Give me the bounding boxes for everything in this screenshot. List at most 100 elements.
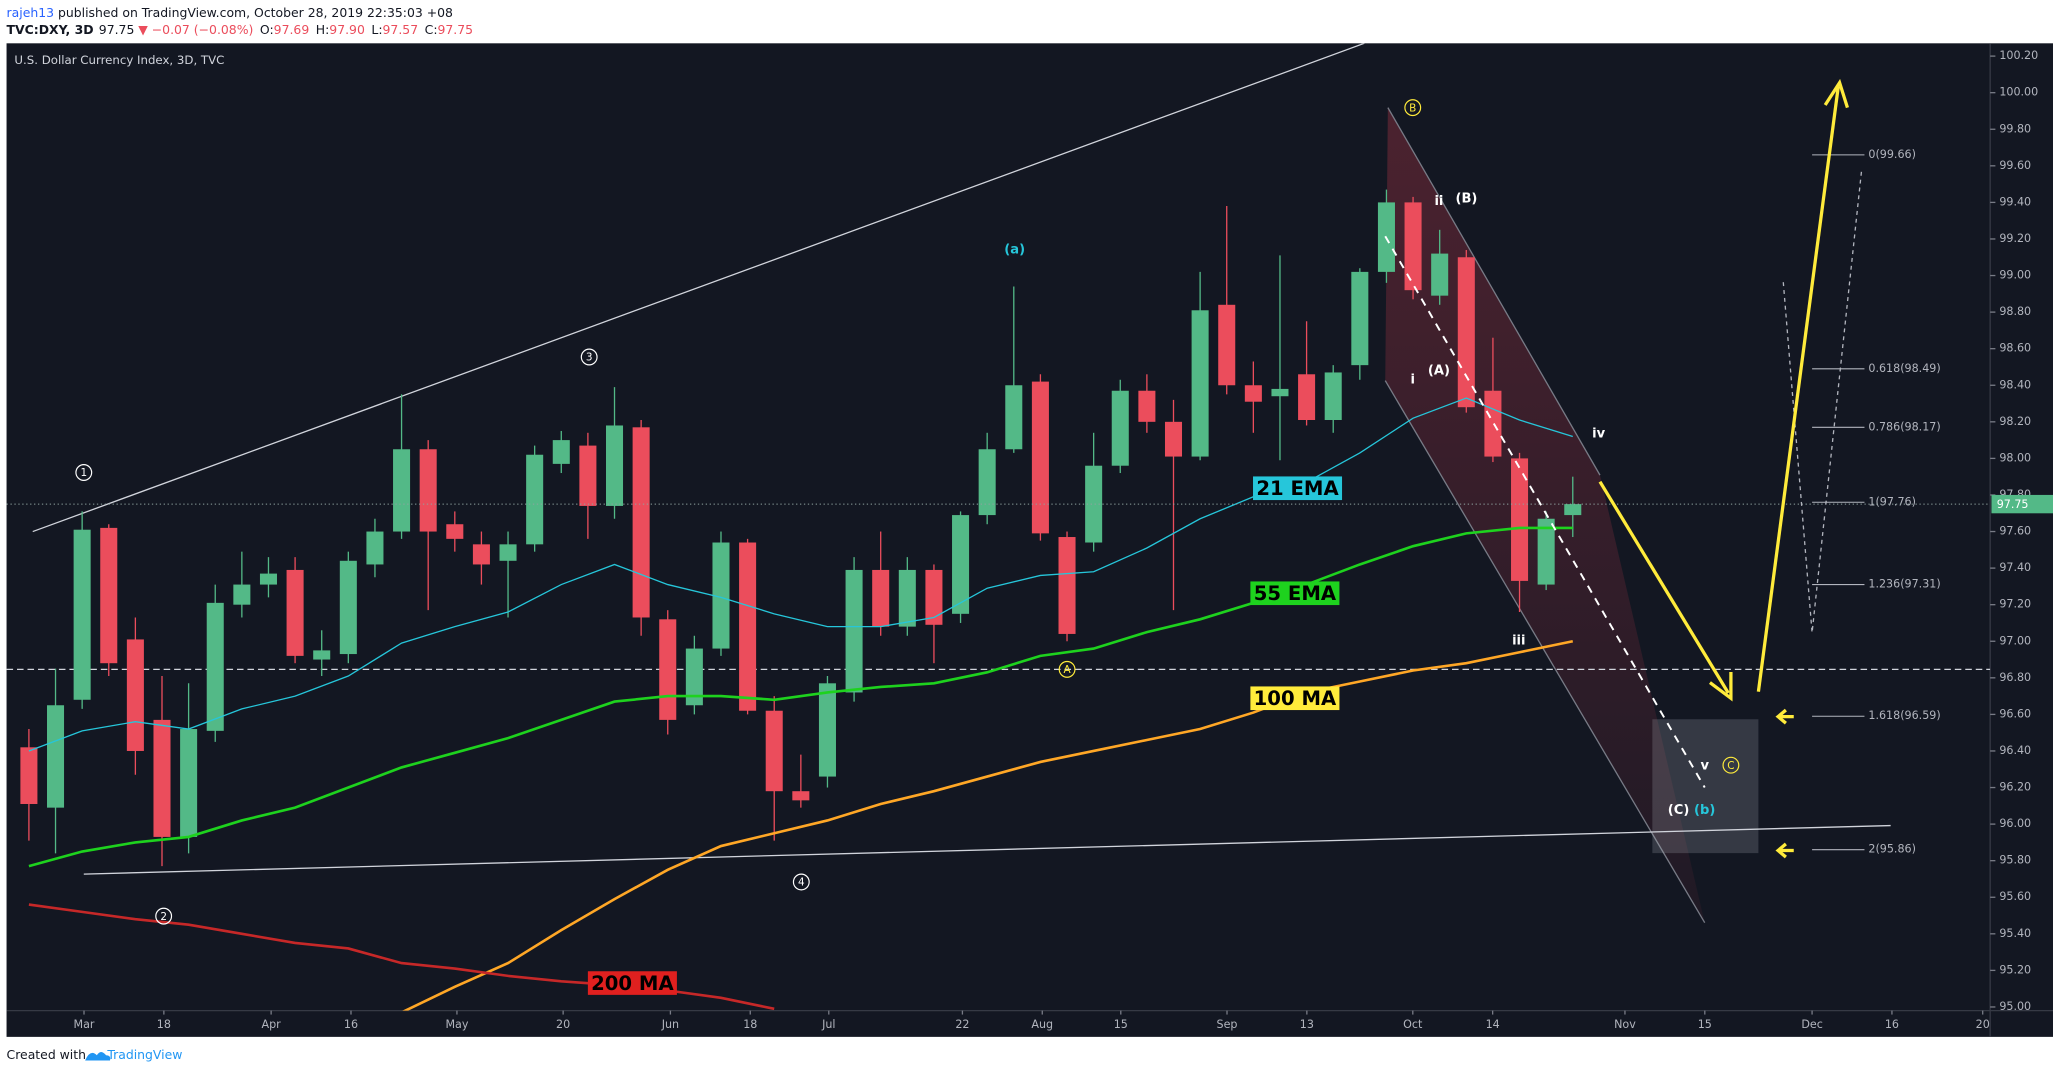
- x-tick-label: 20: [556, 1018, 570, 1031]
- x-tick-label: 18: [157, 1018, 171, 1031]
- ma-label-box: [587, 971, 677, 995]
- footer-created: Created with: [7, 1047, 86, 1062]
- arrows: [1598, 78, 1849, 859]
- y-tick-label: 99.60: [1999, 159, 2031, 172]
- chart-bg: [6, 43, 2053, 1037]
- candle-body: [1085, 465, 1103, 543]
- y-tick-label: 99.80: [1999, 122, 2031, 135]
- candle-body: [1005, 385, 1023, 450]
- y-tick-label: 96.80: [1999, 671, 2031, 684]
- candle-body: [499, 544, 517, 561]
- candle-body: [579, 445, 597, 506]
- wave-label: C: [1727, 760, 1734, 772]
- last-price-label: 97.75: [1997, 498, 2029, 511]
- wave-label: A: [1064, 664, 1072, 676]
- wave-label: B: [1409, 102, 1416, 114]
- candle-body: [73, 529, 91, 700]
- arrow-left-2-head: [1775, 842, 1787, 859]
- fib-label: 0.618(98.49): [1868, 362, 1940, 375]
- y-tick-label: 97.20: [1999, 598, 2031, 611]
- candle-body: [765, 710, 783, 792]
- chart-title: U.S. Dollar Currency Index, 3D, TVC: [14, 53, 224, 67]
- candle-body: [472, 544, 490, 565]
- y-tick-label: 98.60: [1999, 342, 2031, 355]
- candle-body: [659, 619, 677, 720]
- arrow-left-1-head: [1775, 708, 1787, 725]
- candle-body: [1164, 421, 1183, 457]
- fib-label: 0.786(98.17): [1868, 420, 1940, 433]
- x-tick-label: 16: [344, 1018, 358, 1031]
- wave-label: i: [1410, 372, 1414, 387]
- candle-body: [1564, 504, 1582, 516]
- candle-body: [1537, 518, 1555, 585]
- candle-body: [712, 542, 730, 649]
- candle-body: [872, 569, 890, 627]
- wave-circle: [580, 348, 598, 366]
- footer-logo: [85, 1051, 111, 1061]
- marks: 21 EMA 55 EMA 100 MA 200 MA 0(99.66) 0.618(98…: [6, 99, 1991, 1011]
- candle-body: [393, 449, 411, 532]
- wave-label: iv: [1592, 426, 1605, 441]
- candle-body: [180, 729, 198, 837]
- candle-body: [1431, 253, 1449, 296]
- wave-label: (A): [1428, 363, 1450, 378]
- x-tick-label: 14: [1486, 1018, 1500, 1031]
- candle-body: [1244, 385, 1262, 402]
- candle-body: [1351, 271, 1369, 366]
- arrow-up: [1756, 86, 1840, 692]
- y-tick-label: 99.20: [1999, 232, 2031, 245]
- wave-label: (a): [1004, 243, 1025, 258]
- wave-label: (b): [1694, 803, 1715, 818]
- y-tick-label: 96.20: [1999, 781, 2031, 794]
- candle-body: [259, 573, 277, 585]
- y-tick-label: 97.60: [1999, 525, 2031, 538]
- candle-body: [898, 569, 916, 627]
- candle-body: [552, 440, 570, 464]
- ma-label: 200 MA: [591, 972, 674, 995]
- path-dashed: [1384, 235, 1706, 788]
- wave-circle: [155, 907, 173, 925]
- x-tick-label: 15: [1698, 1018, 1712, 1031]
- y-tick-label: 97.00: [1999, 634, 2031, 647]
- y-tick-label: 99.00: [1999, 269, 2031, 282]
- candle-body: [632, 427, 650, 618]
- y-tick-label: 100.20: [1999, 49, 2038, 62]
- fib-label: 2(95.86): [1868, 843, 1916, 856]
- ohlc-key: C:: [425, 22, 438, 37]
- ohlc-key: O:: [260, 22, 274, 37]
- y-tick-label: 95.60: [1999, 890, 2031, 903]
- symbol: TVC:DXY, 3D: [7, 22, 94, 37]
- wave-label: 4: [798, 877, 805, 889]
- change: ▼ −0.07 (−0.08%): [138, 22, 253, 37]
- candle-body: [792, 791, 810, 801]
- channel-upper: [1387, 107, 1601, 476]
- x-tick-label: Mar: [74, 1018, 95, 1031]
- candle-body: [1511, 458, 1529, 581]
- author: rajeh13: [7, 5, 55, 20]
- x-tick-label: Dec: [1801, 1018, 1823, 1031]
- plot: 21 EMA 55 EMA 100 MA 200 MA 0(99.66) 0.618(98…: [6, 43, 1991, 1011]
- wave-label: ii: [1434, 194, 1443, 209]
- candle-body: [1111, 390, 1129, 466]
- candle-body: [100, 527, 118, 664]
- candle-body: [1191, 310, 1209, 457]
- candle-body: [1271, 388, 1289, 397]
- wave-label: (B): [1455, 191, 1477, 206]
- candle-body: [153, 719, 171, 837]
- y-tick-label: 100.00: [1999, 86, 2038, 99]
- candle-body: [1457, 257, 1475, 408]
- y-tick-label: 98.40: [1999, 378, 2031, 391]
- footer-brand: TradingView: [106, 1047, 182, 1062]
- wave-circle: [75, 464, 93, 481]
- last-price-tag: [1991, 494, 2053, 514]
- y-tick-label: 98.20: [1999, 415, 2031, 428]
- candle-body: [1298, 374, 1316, 420]
- candle-body: [845, 569, 863, 693]
- fib-label: 1.236(97.31): [1868, 578, 1940, 591]
- fib-label: 0(99.66): [1868, 148, 1916, 161]
- y-tick-label: 95.20: [1999, 963, 2031, 976]
- last-price: 97.75: [99, 22, 135, 37]
- y-tick-label: 98.00: [1999, 451, 2031, 464]
- candle-body: [978, 449, 996, 516]
